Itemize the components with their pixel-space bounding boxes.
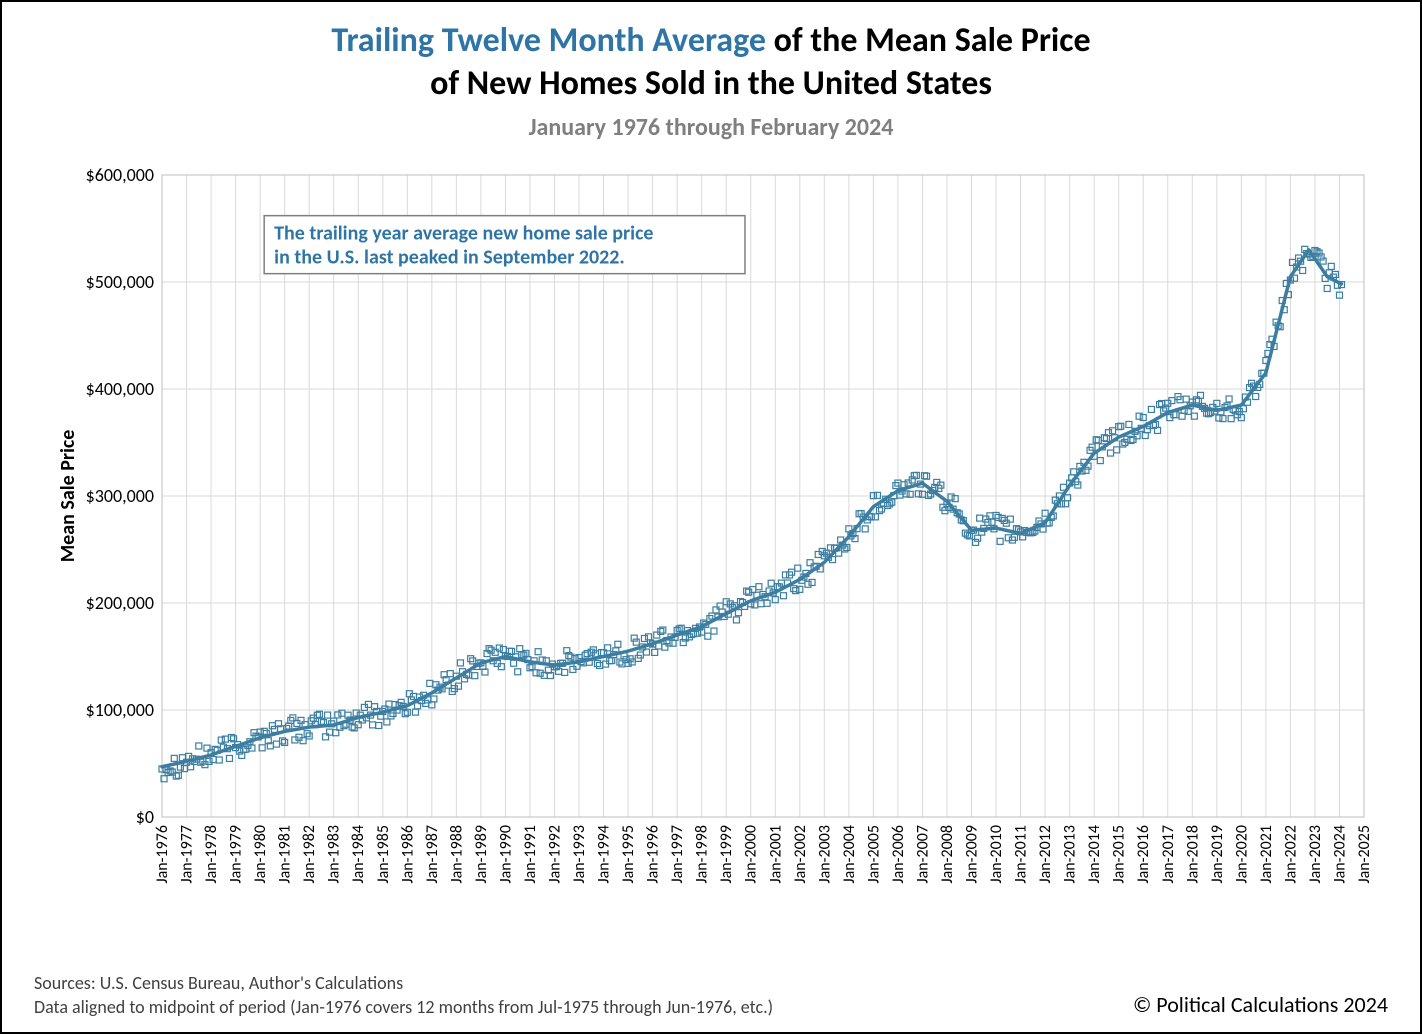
x-tick-label: Jan-2016 xyxy=(1134,825,1153,884)
x-tick-label: Jan-1983 xyxy=(325,825,344,884)
x-tick-label: Jan-1989 xyxy=(472,825,491,884)
y-tick-label: $200,000 xyxy=(86,592,154,614)
x-tick-label: Jan-1986 xyxy=(398,825,417,884)
x-tick-label: Jan-2006 xyxy=(889,825,908,884)
title-accent-text: Trailing Twelve Month Average xyxy=(331,20,766,61)
title-block: Trailing Twelve Month Average of the Mea… xyxy=(2,2,1420,142)
x-tick-label: Jan-1997 xyxy=(668,825,687,884)
footer-block: Sources: U.S. Census Bureau, Author's Ca… xyxy=(34,972,1388,1018)
x-tick-label: Jan-2018 xyxy=(1183,825,1202,884)
chart-title-line2: of New Homes Sold in the United States xyxy=(2,63,1420,106)
y-tick-label: $0 xyxy=(136,806,154,828)
y-axis-label: Mean Sale Price xyxy=(56,430,80,563)
x-tick-label: Jan-1981 xyxy=(276,825,295,884)
x-tick-label: Jan-2005 xyxy=(864,825,883,884)
chart-area: $0 $100,000 $200,000 $300,000 $400,000 $500,0… xyxy=(52,167,1374,927)
x-tick-label: Jan-2003 xyxy=(815,825,834,884)
x-tick-label: Jan-2001 xyxy=(766,825,785,884)
annotation-text-line1: The trailing year average new home sale … xyxy=(274,222,653,246)
x-tick-label: Jan-1978 xyxy=(202,825,221,884)
x-tick-label: Jan-2017 xyxy=(1159,825,1178,884)
x-tick-label: Jan-1987 xyxy=(423,825,442,884)
x-tick-label: Jan-2021 xyxy=(1257,825,1276,884)
x-tick-label: Jan-2009 xyxy=(963,825,982,884)
x-tick-label: Jan-1979 xyxy=(227,825,246,884)
x-tick-label: Jan-1995 xyxy=(619,825,638,884)
x-tick-label: Jan-2020 xyxy=(1232,825,1251,884)
x-tick-label: Jan-2002 xyxy=(791,825,810,884)
x-tick-label: Jan-2023 xyxy=(1306,825,1325,884)
x-tick-label: Jan-2024 xyxy=(1330,825,1349,884)
chart-svg: $0 $100,000 $200,000 $300,000 $400,000 $500,0… xyxy=(52,167,1374,927)
y-tick-label: $100,000 xyxy=(86,699,154,721)
x-tick-label: Jan-2004 xyxy=(840,825,859,884)
x-tick-label: Jan-1994 xyxy=(595,825,614,884)
y-tick-label: $600,000 xyxy=(86,167,154,186)
x-tick-label: Jan-2015 xyxy=(1110,825,1129,884)
x-tick-label: Jan-2014 xyxy=(1085,825,1104,884)
x-tick-label: Jan-2008 xyxy=(938,825,957,884)
x-tick-label: Jan-1977 xyxy=(178,825,197,884)
x-tick-label: Jan-2010 xyxy=(987,825,1006,884)
annotation-text-line2: in the U.S. last peaked in September 202… xyxy=(274,246,625,270)
copyright-text: © Political Calculations 2024 xyxy=(1133,991,1388,1018)
y-tick-label: $500,000 xyxy=(86,271,154,293)
x-tick-label: Jan-2025 xyxy=(1355,825,1374,884)
x-tick-label: Jan-2012 xyxy=(1036,825,1055,884)
page-root: Trailing Twelve Month Average of the Mea… xyxy=(0,0,1422,1034)
x-tick-label: Jan-2000 xyxy=(742,825,761,884)
x-tick-label: Jan-1993 xyxy=(570,825,589,884)
x-tick-label: Jan-2011 xyxy=(1012,825,1031,884)
chart-title-line1: Trailing Twelve Month Average of the Mea… xyxy=(2,20,1420,63)
x-tick-label: Jan-1990 xyxy=(496,825,515,884)
x-tick-label: Jan-1999 xyxy=(717,825,736,884)
x-tick-label: Jan-1988 xyxy=(447,825,466,884)
x-tick-label: Jan-1982 xyxy=(300,825,319,884)
y-tick-label: $400,000 xyxy=(86,378,154,400)
x-tick-label: Jan-2007 xyxy=(913,825,932,884)
x-tick-label: Jan-2013 xyxy=(1061,825,1080,884)
x-tick-label: Jan-1998 xyxy=(693,825,712,884)
x-tick-label: Jan-1985 xyxy=(374,825,393,884)
y-tick-label: $300,000 xyxy=(86,485,154,507)
x-tick-label: Jan-1984 xyxy=(349,825,368,884)
x-tick-label: Jan-1996 xyxy=(644,825,663,884)
title-rest-text: of the Mean Sale Price xyxy=(766,20,1091,61)
chart-subtitle: January 1976 through February 2024 xyxy=(2,113,1420,142)
x-tick-label: Jan-1976 xyxy=(153,825,172,884)
x-tick-label: Jan-1980 xyxy=(251,825,270,884)
x-tick-label: Jan-1991 xyxy=(521,825,540,884)
x-tick-label: Jan-1992 xyxy=(545,825,564,884)
x-tick-label: Jan-2022 xyxy=(1281,825,1300,884)
x-tick-label: Jan-2019 xyxy=(1208,825,1227,884)
